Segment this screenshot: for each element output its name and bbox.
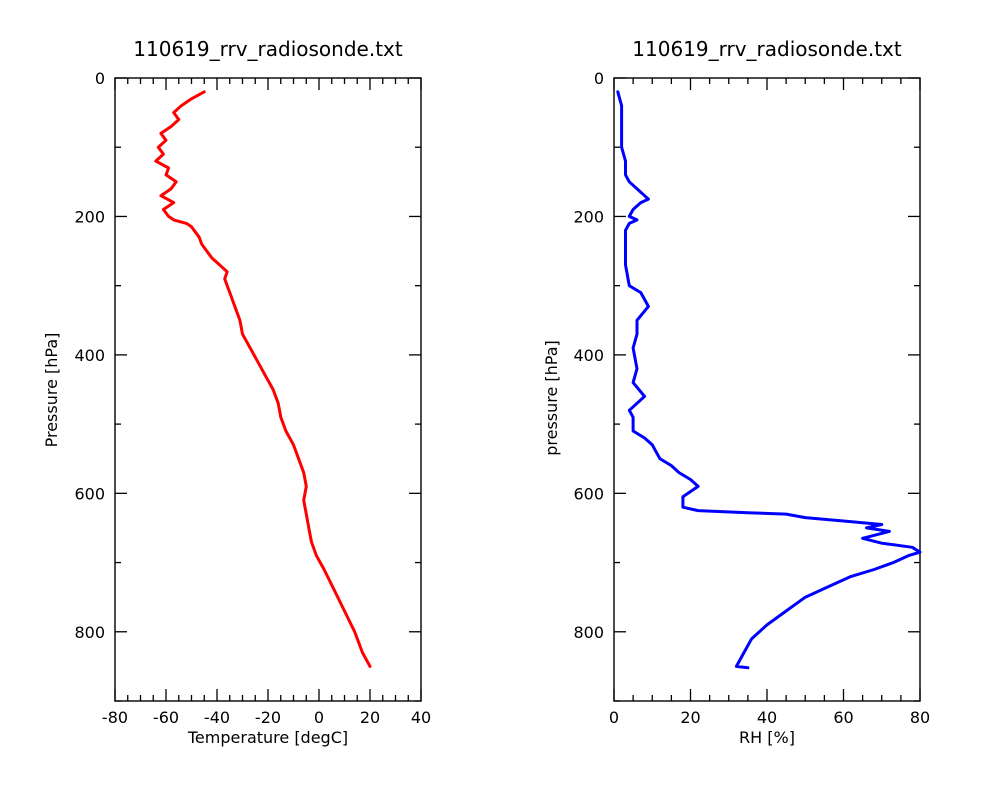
temperature-x-tick-label: -40 xyxy=(204,708,230,727)
rh-y-tick-label: 200 xyxy=(573,207,604,226)
rh-plot-frame xyxy=(613,77,921,702)
temperature-y-tick-label: 600 xyxy=(74,484,105,503)
rh-x-tick-label: 20 xyxy=(680,708,700,727)
temperature-y-axis-label: Pressure [hPa] xyxy=(42,333,61,448)
temperature-y-tick-label: 800 xyxy=(74,623,105,642)
temperature-panel: 110619_rrv_radiosonde.txt Temperature [d… xyxy=(42,37,431,747)
temperature-x-tick-label: 40 xyxy=(411,708,431,727)
temperature-x-tick-label: -20 xyxy=(255,708,281,727)
temperature-x-tick-label: 20 xyxy=(360,708,380,727)
temperature-profile-line xyxy=(154,90,372,668)
rh-chart-title: 110619_rrv_radiosonde.txt xyxy=(632,37,902,61)
temperature-y-tick-label: 200 xyxy=(74,207,105,226)
rh-y-axis-label: pressure [hPa] xyxy=(542,340,561,456)
rh-y-tick-label: 800 xyxy=(573,623,604,642)
temperature-y-tick-label: 400 xyxy=(74,346,105,365)
temperature-chart-title: 110619_rrv_radiosonde.txt xyxy=(133,37,403,61)
rh-y-tick-label: 0 xyxy=(594,69,604,88)
temperature-x-axis-label: Temperature [degC] xyxy=(187,728,348,747)
rh-x-axis-label: RH [%] xyxy=(739,728,795,747)
temperature-x-tick-label: -80 xyxy=(102,708,128,727)
rh-panel: 110619_rrv_radiosonde.txt RH [%] pressur… xyxy=(542,37,930,747)
temperature-x-tick-label: -60 xyxy=(153,708,179,727)
rh-x-tick-label: 60 xyxy=(833,708,853,727)
temperature-x-tick-label: 0 xyxy=(314,708,324,727)
rh-y-tick-label: 400 xyxy=(573,346,604,365)
rh-y-tick-label: 600 xyxy=(573,484,604,503)
temperature-y-tick-label: 0 xyxy=(95,69,105,88)
rh-profile-line xyxy=(616,90,922,670)
rh-x-tick-label: 0 xyxy=(609,708,619,727)
temperature-plot-frame xyxy=(114,77,422,702)
rh-x-tick-label: 80 xyxy=(910,708,930,727)
rh-x-tick-label: 40 xyxy=(757,708,777,727)
